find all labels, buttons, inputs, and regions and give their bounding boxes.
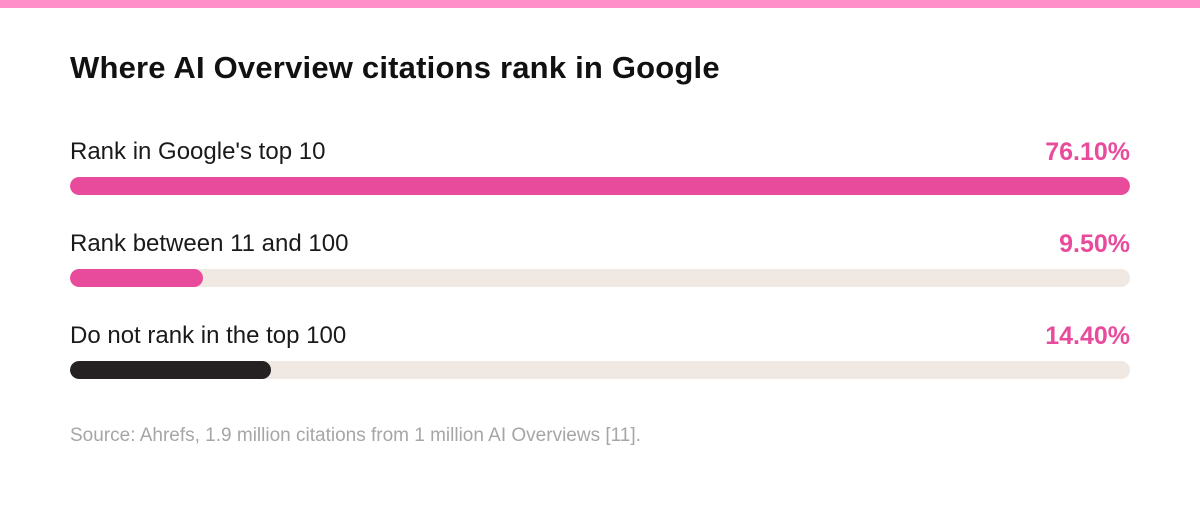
bar-fill: [70, 177, 1130, 195]
bar-value-label: 9.50%: [1059, 230, 1130, 258]
bar-row-11-to-100: Rank between 11 and 100 9.50%: [70, 228, 1130, 288]
bar-label: Rank in Google's top 10: [70, 138, 326, 165]
bar-track: [70, 361, 1130, 379]
bar-label: Do not rank in the top 100: [70, 322, 347, 349]
bar-value-label: 14.40%: [1045, 322, 1130, 350]
top-accent-stripe: [0, 0, 1200, 8]
bar-fill: [70, 269, 203, 287]
bar-row-top-10: Rank in Google's top 10 76.10%: [70, 136, 1130, 196]
source-note: Source: Ahrefs, 1.9 million citations fr…: [70, 425, 641, 446]
bar-row-not-top-100: Do not rank in the top 100 14.40%: [70, 320, 1130, 380]
bar-fill: [70, 361, 271, 379]
bar-track: [70, 177, 1130, 195]
bar-label: Rank between 11 and 100: [70, 230, 349, 257]
chart-title: Where AI Overview citations rank in Goog…: [70, 50, 720, 85]
bar-value-label: 76.10%: [1045, 138, 1130, 166]
bar-track: [70, 269, 1130, 287]
